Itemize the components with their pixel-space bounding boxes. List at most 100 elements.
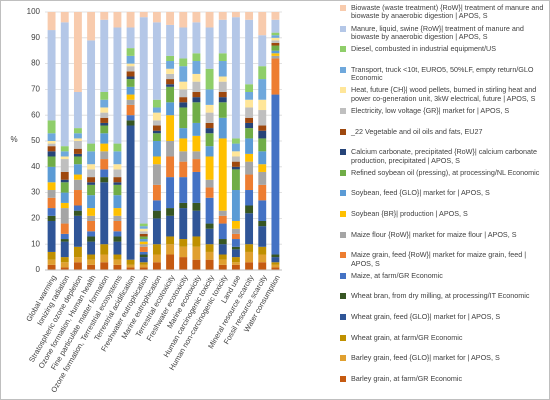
legend-item: Barley grain, at farm/GR Economic xyxy=(340,373,545,396)
bar-segment xyxy=(192,135,201,152)
bar-segment xyxy=(192,171,201,203)
bar-segment xyxy=(113,220,122,232)
bar-segment xyxy=(245,262,254,270)
bar-segment xyxy=(100,169,109,178)
bar-segment xyxy=(113,241,122,255)
legend-swatch xyxy=(340,231,346,238)
bar-segment xyxy=(218,61,227,77)
bar-segment xyxy=(87,169,96,178)
bar-segment xyxy=(60,156,69,160)
legend-swatch xyxy=(340,107,346,114)
bar-segment xyxy=(166,24,175,56)
legend-label: Soybean {BR}| production | APOS, S xyxy=(351,208,468,218)
bar-segment xyxy=(60,208,69,224)
bar-segment xyxy=(258,184,267,201)
bar-segment xyxy=(218,76,227,82)
bar-segment xyxy=(271,40,280,43)
bar-segment xyxy=(126,120,135,126)
bar-segment xyxy=(73,141,82,149)
bar-segment xyxy=(245,213,254,245)
bar-segment xyxy=(166,102,175,116)
bar-segment xyxy=(218,19,227,54)
bar-segment xyxy=(205,12,214,28)
bar-segment xyxy=(258,35,267,67)
bar-segment xyxy=(100,159,109,170)
bar-segment xyxy=(73,262,82,270)
legend-item: Calcium carbonate, precipitated {RoW}| c… xyxy=(340,148,545,169)
bar-segment xyxy=(231,220,240,229)
bar-segment xyxy=(126,264,135,268)
bar-segment xyxy=(231,17,240,139)
bar-segment xyxy=(126,12,135,28)
legend-item: Soybean, feed {GLO}| market for | APOS, … xyxy=(340,188,545,210)
bar-segment xyxy=(60,182,69,193)
bar-segment xyxy=(231,190,240,221)
legend-label: Barley grain, at farm/GR Economic xyxy=(351,373,463,383)
bar-segment xyxy=(139,264,148,268)
bar-segment xyxy=(73,215,82,247)
bar-segment xyxy=(126,76,135,80)
bar-segment xyxy=(271,50,280,54)
legend-item: Biowaste (waste treatment) {RoW}| treatm… xyxy=(340,3,545,25)
bar-segment xyxy=(245,251,254,263)
bar-segment xyxy=(179,161,188,178)
y-tick-label: 20 xyxy=(31,214,40,223)
bar-segment xyxy=(179,246,188,258)
bar-segment xyxy=(231,228,240,234)
legend-item: _22 Vegetable and oil oils and fats, EU2… xyxy=(340,127,545,149)
legend-swatch xyxy=(340,66,346,73)
bar-segment xyxy=(73,133,82,139)
bar-segment xyxy=(179,107,188,129)
bar-segment xyxy=(113,177,122,183)
bar-segment xyxy=(100,122,109,126)
bar-segment xyxy=(126,99,135,105)
bar-segment xyxy=(152,254,161,263)
bar-segment xyxy=(166,73,175,80)
bar-segment xyxy=(100,143,109,152)
bar-segment xyxy=(113,12,122,28)
bar-segment xyxy=(47,182,56,191)
bar-segment xyxy=(152,164,161,185)
legend-swatch xyxy=(340,210,346,217)
bar-segment xyxy=(87,184,96,196)
bar-segment xyxy=(60,257,69,263)
bar-segment xyxy=(60,151,69,157)
bar-segment xyxy=(179,12,188,28)
bar-segment xyxy=(100,177,109,183)
bar-segment xyxy=(47,259,56,265)
bar-segment xyxy=(218,81,227,92)
bar-segment xyxy=(218,215,227,224)
bar-segment xyxy=(205,197,214,224)
bar-segment xyxy=(113,195,122,209)
bar-segment xyxy=(152,99,161,108)
legend-label: Wheat grain, at farm/GR Economic xyxy=(351,332,463,342)
bar-segment xyxy=(100,151,109,160)
legend-item: Soybean {BR}| production | APOS, S xyxy=(340,208,545,231)
bar-segment xyxy=(100,19,109,92)
bar-segment xyxy=(231,246,240,250)
bar-segment xyxy=(271,58,280,95)
bar-segment xyxy=(152,262,161,270)
y-tick-label: 100 xyxy=(27,7,41,16)
bar-segment xyxy=(152,22,161,100)
bar-segment xyxy=(205,187,214,198)
bar-segment xyxy=(192,53,201,62)
bar-segment xyxy=(192,97,201,103)
bar-segment xyxy=(100,254,109,263)
bar-segment xyxy=(245,117,254,123)
bar-segment xyxy=(166,215,175,237)
bar-segment xyxy=(231,233,240,240)
bar-segment xyxy=(166,156,175,178)
y-tick-label: 50 xyxy=(31,136,40,145)
bar-segment xyxy=(47,190,56,198)
bar-segment xyxy=(139,226,148,229)
bar-segment xyxy=(258,200,267,221)
bar-segment xyxy=(166,68,175,74)
bar-segment xyxy=(258,171,267,185)
bar-segment xyxy=(100,244,109,255)
bar-segment xyxy=(166,254,175,270)
bar-segment xyxy=(179,138,188,152)
bar-segment xyxy=(73,91,82,129)
bar-segment xyxy=(218,91,227,98)
bar-segment xyxy=(152,184,161,201)
